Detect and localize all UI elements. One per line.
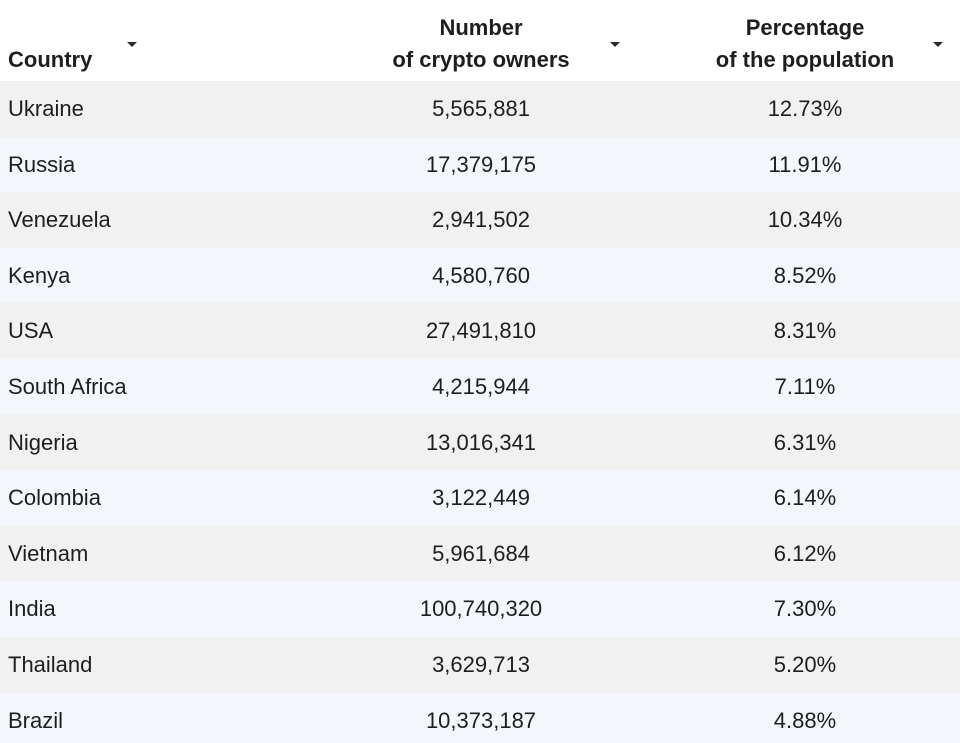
cell-percentage: 4.88% [773,707,837,733]
table-row: South Africa 4,215,944 7.11% [0,358,960,415]
cell-country: India [8,596,56,622]
table-header: Country Number of crypto owners Percenta… [0,0,960,81]
cell-country: Nigeria [8,429,78,455]
column-header-percentage-line-2: of the population [715,47,895,72]
sort-caret-down-icon[interactable] [610,42,620,47]
cell-owners: 2,941,502 [432,207,530,233]
cell-country: Brazil [8,707,64,733]
table-row: Nigeria 13,016,341 6.31% [0,414,960,471]
column-header-owners[interactable]: Number of crypto owners [370,12,592,76]
cell-percentage: 11.91% [768,151,842,177]
cell-percentage: 8.31% [773,318,837,344]
table-row: Russia 17,379,175 11.91% [0,136,960,193]
cell-country: Russia [8,151,76,177]
table-row: Ukraine 5,565,881 12.73% [0,81,960,137]
column-header-country-line: Country [8,47,93,72]
cell-owners: 13,016,341 [425,429,537,455]
table-body: Ukraine 5,565,881 12.73% Russia 17,379,175 11… [0,81,960,743]
cell-owners: 4,580,760 [432,262,530,288]
cell-owners: 17,379,175 [425,151,537,177]
cell-percentage: 7.30% [773,596,837,622]
table-row: India 100,740,320 7.30% [0,581,960,637]
cell-percentage: 5.20% [773,651,837,677]
column-header-percentage[interactable]: Percentage of the population [690,12,920,76]
sort-caret-down-icon[interactable] [127,42,137,47]
cell-owners: 4,215,944 [432,373,530,399]
cell-owners: 3,629,713 [432,651,530,677]
table-row: Venezuela 2,941,502 10.34% [0,192,960,248]
cell-country: Venezuela [8,207,111,233]
cell-percentage: 12.73% [767,96,843,121]
cell-country: South Africa [8,373,127,399]
column-header-country[interactable]: Country [8,44,92,76]
table-row: Vietnam 5,961,684 6.12% [0,525,960,582]
cell-owners: 3,122,449 [432,485,530,511]
cell-percentage: 6.12% [773,540,837,566]
cell-country: Ukraine [8,96,84,121]
cell-owners: 10,373,187 [425,707,537,733]
cell-percentage: 7.11% [774,373,836,399]
cell-percentage: 8.52% [773,262,837,288]
cell-percentage: 6.14% [773,485,837,511]
table-row: Colombia 3,122,449 6.14% [0,470,960,526]
column-header-percentage-line-1: Percentage [745,15,865,40]
cell-owners: 100,740,320 [419,596,543,622]
cell-percentage: 10.34% [767,207,843,233]
table-row: Kenya 4,580,760 8.52% [0,247,960,304]
cell-country: Thailand [8,651,93,677]
cell-country: Kenya [8,262,71,288]
table-row: Brazil 10,373,187 4.88% [0,692,960,743]
cell-country: USA [8,318,54,344]
cell-country: Vietnam [8,540,89,566]
cell-percentage: 6.31% [773,429,837,455]
cell-country: Colombia [8,485,101,511]
cell-owners: 27,491,810 [425,318,537,344]
cell-owners: 5,565,881 [432,96,530,121]
table-row: USA 27,491,810 8.31% [0,303,960,359]
column-header-owners-line-2: of crypto owners [392,47,570,72]
sort-caret-down-icon[interactable] [933,42,943,47]
cell-owners: 5,961,684 [432,540,530,566]
column-header-owners-line-1: Number [439,15,523,40]
table-row: Thailand 3,629,713 5.20% [0,636,960,693]
